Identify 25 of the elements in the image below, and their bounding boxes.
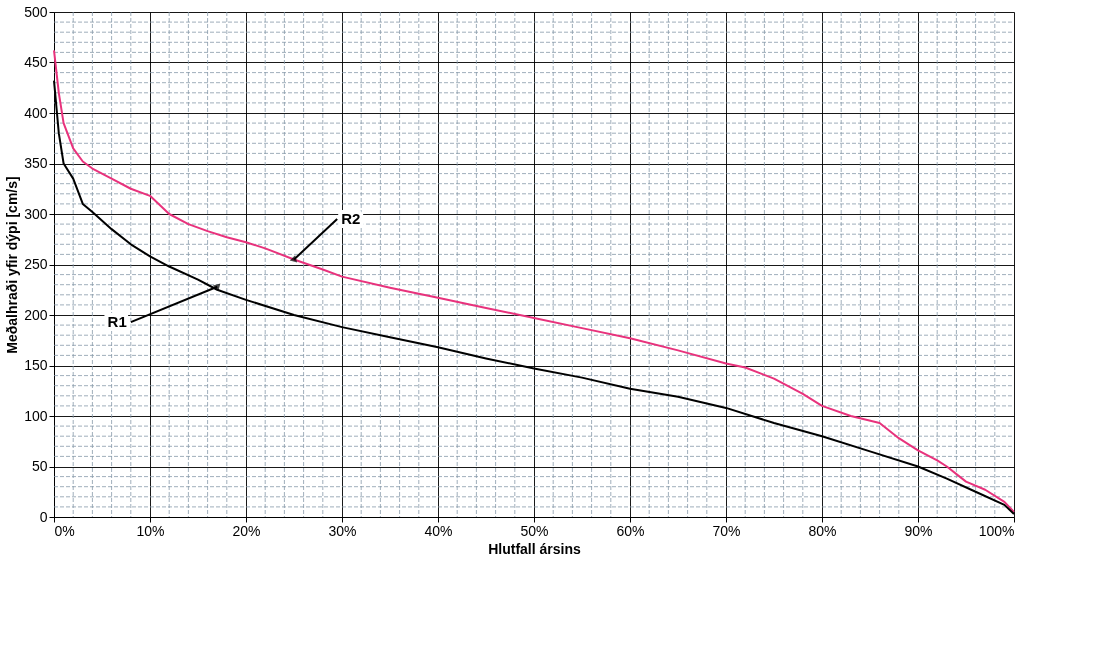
x-tick-label: 10% — [136, 522, 165, 539]
x-tick-label: 30% — [328, 522, 357, 539]
x-tick-label: 100% — [978, 522, 1015, 539]
y-tick-label: 300 — [24, 205, 48, 222]
x-tick-label: 60% — [616, 522, 645, 539]
x-tick-label: 90% — [904, 522, 933, 539]
annotation: R1 — [107, 313, 127, 331]
x-tick-label: 20% — [232, 522, 261, 539]
x-tick-label: 40% — [424, 522, 453, 539]
x-tick-label: 50% — [520, 522, 549, 539]
y-axis-title: Meðalhraði yfir dýpi [cm/s] — [4, 176, 21, 354]
x-tick-label: 70% — [712, 522, 741, 539]
x-tick-label: 80% — [808, 522, 837, 539]
y-tick-label: 0 — [39, 508, 48, 525]
y-tick-label: 500 — [24, 3, 48, 20]
y-tick-label: 200 — [24, 306, 48, 323]
x-tick-label: 0% — [54, 522, 75, 539]
y-tick-label: 50 — [31, 458, 48, 474]
y-tick-label: 400 — [24, 104, 48, 121]
y-tick-label: 450 — [24, 54, 48, 70]
x-axis-title: Hlutfall ársins — [488, 540, 581, 557]
y-tick-label: 150 — [24, 357, 48, 373]
y-tick-label: 350 — [24, 155, 48, 171]
y-tick-label: 250 — [24, 256, 48, 272]
y-tick-label: 100 — [24, 407, 48, 424]
